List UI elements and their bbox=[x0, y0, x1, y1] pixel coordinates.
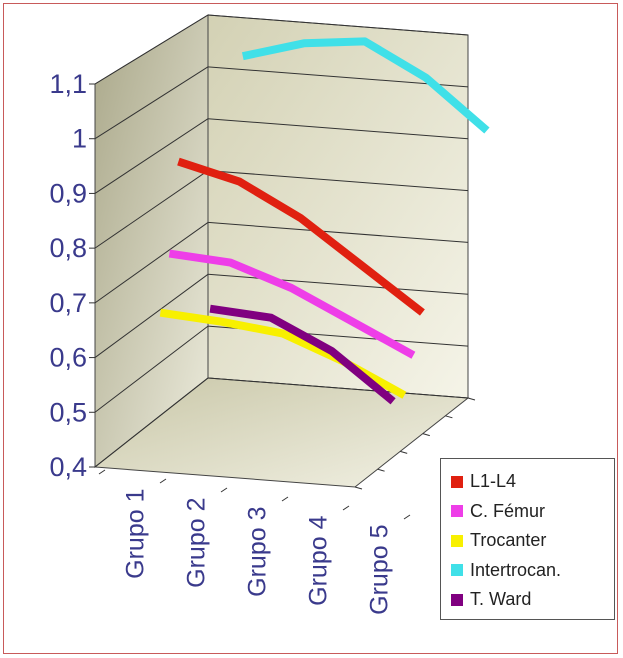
gridline-side bbox=[94, 14, 209, 85]
legend-entry: Intertrocan. bbox=[451, 556, 614, 586]
legend-label: T. Ward bbox=[470, 589, 532, 610]
legend: L1-L4 C. Fémur Trocanter Intertrocan. T. War… bbox=[440, 458, 615, 620]
legend-entry: T. Ward bbox=[451, 585, 614, 615]
legend-swatch bbox=[451, 593, 463, 606]
x-tick-label: Grupo 5 bbox=[366, 525, 394, 615]
y-tick-label: 0,9 bbox=[49, 178, 87, 208]
legend-label: Intertrocan. bbox=[470, 559, 562, 580]
legend-label: L1-L4 bbox=[470, 471, 517, 492]
y-tick-label: 1 bbox=[72, 124, 87, 154]
legend-entry: C. Fémur bbox=[451, 497, 614, 527]
gridline-back bbox=[207, 221, 469, 243]
gridline-side bbox=[94, 273, 209, 358]
x-tick-mark bbox=[281, 496, 289, 502]
gridline-side bbox=[94, 118, 209, 194]
gridline-back bbox=[207, 170, 469, 192]
depth-tick-mark bbox=[354, 486, 363, 490]
x-tick-mark bbox=[403, 514, 411, 520]
x-tick-mark bbox=[342, 505, 350, 511]
x-tick-label: Grupo 3 bbox=[244, 507, 272, 597]
legend-swatch bbox=[451, 505, 463, 518]
y-tick-label: 0,7 bbox=[49, 288, 87, 318]
depth-tick-mark bbox=[377, 468, 385, 472]
gridline-back bbox=[207, 273, 469, 295]
y-tick-label: 0,8 bbox=[49, 233, 87, 263]
x-tick-label: Grupo 1 bbox=[122, 489, 150, 579]
gridline-side bbox=[94, 377, 209, 468]
gridline-back bbox=[207, 66, 469, 88]
legend-swatch bbox=[451, 534, 463, 547]
depth-tick-mark bbox=[422, 433, 430, 437]
legend-swatch bbox=[451, 564, 463, 577]
back-wall bbox=[207, 14, 469, 399]
y-tick-label: 0,6 bbox=[49, 343, 87, 373]
legend-entry: Trocanter bbox=[451, 526, 614, 556]
legend-label: C. Fémur bbox=[470, 500, 546, 521]
gridline-side bbox=[94, 170, 209, 249]
series-line-l1-l4 bbox=[177, 157, 425, 316]
legend-entry: L1-L4 bbox=[451, 467, 614, 497]
y-tick-label: 0,4 bbox=[49, 452, 87, 482]
gridline-side bbox=[94, 222, 209, 304]
x-tick-mark bbox=[98, 469, 106, 475]
y-tick-label: 1,1 bbox=[49, 69, 87, 99]
x-tick-mark bbox=[220, 487, 228, 493]
gridline-back bbox=[207, 118, 469, 140]
depth-tick-mark bbox=[467, 397, 476, 401]
series-line-c-f-mur bbox=[168, 249, 416, 359]
depth-tick-mark bbox=[445, 415, 453, 419]
gridline-side bbox=[94, 325, 209, 413]
legend-label: Trocanter bbox=[470, 530, 547, 551]
gridline-back bbox=[207, 14, 469, 36]
gridline-side bbox=[94, 66, 209, 140]
y-tick-label: 0,5 bbox=[49, 397, 87, 427]
x-tick-mark bbox=[159, 478, 167, 484]
series-line-intertrocan bbox=[241, 37, 490, 134]
series-line-t-ward bbox=[209, 304, 396, 405]
legend-swatch bbox=[451, 475, 463, 488]
x-tick-label: Grupo 4 bbox=[305, 515, 333, 605]
gridline-back bbox=[207, 377, 469, 399]
depth-tick-mark bbox=[400, 450, 408, 454]
x-tick-label: Grupo 2 bbox=[183, 498, 211, 588]
